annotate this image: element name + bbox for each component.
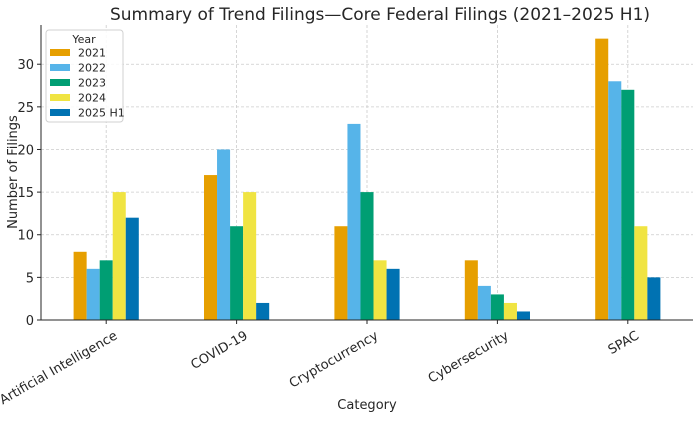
- bar-2024-1: [243, 192, 257, 320]
- bars: [73, 38, 661, 321]
- legend-title: Year: [71, 33, 96, 46]
- bar-2025-H1-4: [647, 277, 661, 320]
- legend-swatch: [50, 109, 70, 116]
- bar-2022-2: [347, 123, 361, 320]
- bar-2023-4: [621, 89, 635, 320]
- bar-2025-H1-0: [125, 217, 139, 320]
- bar-2021-1: [204, 175, 218, 320]
- x-tick-label: COVID-19: [188, 328, 250, 373]
- bar-2022-0: [86, 268, 100, 320]
- legend-swatch: [50, 64, 70, 71]
- y-tick-label: 15: [17, 186, 34, 201]
- bar-2023-2: [360, 192, 374, 320]
- legend-label: 2024: [78, 92, 106, 105]
- bar-2023-1: [230, 226, 244, 320]
- bar-2021-0: [73, 251, 87, 320]
- bar-2022-1: [217, 149, 231, 320]
- x-axis-label: Category: [337, 398, 397, 413]
- legend-swatch: [50, 79, 70, 86]
- bar-2021-4: [595, 38, 609, 321]
- bar-2021-3: [464, 260, 478, 320]
- bar-2023-0: [99, 260, 113, 320]
- bar-2021-2: [334, 226, 348, 320]
- legend-label: 2023: [78, 77, 106, 90]
- x-tick-label: Cybersecurity: [426, 328, 512, 386]
- bar-2023-3: [490, 294, 504, 320]
- x-tick-label: Artificial Intelligence: [0, 328, 120, 408]
- bar-2024-2: [373, 260, 387, 320]
- bar-2025-H1-3: [516, 311, 530, 320]
- legend-label: 2021: [78, 47, 106, 60]
- y-axis-label: Number of Filings: [6, 115, 21, 229]
- x-tick-label: Cryptocurrency: [287, 328, 381, 391]
- y-tick-label: 30: [17, 58, 34, 73]
- bar-2025-H1-1: [256, 302, 270, 320]
- legend-swatch: [50, 49, 70, 56]
- x-tick-label: SPAC: [606, 328, 642, 357]
- y-tick-label: 25: [17, 101, 34, 116]
- legend-label: 2022: [78, 62, 106, 75]
- bar-2022-3: [477, 285, 491, 320]
- bar-2024-3: [503, 302, 517, 320]
- y-tick-label: 0: [26, 314, 34, 329]
- chart-title: Summary of Trend Filings—Core Federal Fi…: [110, 5, 650, 25]
- bar-2022-4: [608, 81, 622, 321]
- y-tick-label: 20: [17, 143, 34, 158]
- legend-label: 2025 H1: [78, 107, 125, 120]
- bar-2024-0: [112, 192, 126, 320]
- y-tick-label: 10: [17, 229, 34, 244]
- bar-2025-H1-2: [386, 268, 400, 320]
- y-tick-label: 5: [26, 271, 34, 286]
- legend-swatch: [50, 94, 70, 101]
- bar-2024-4: [634, 226, 648, 320]
